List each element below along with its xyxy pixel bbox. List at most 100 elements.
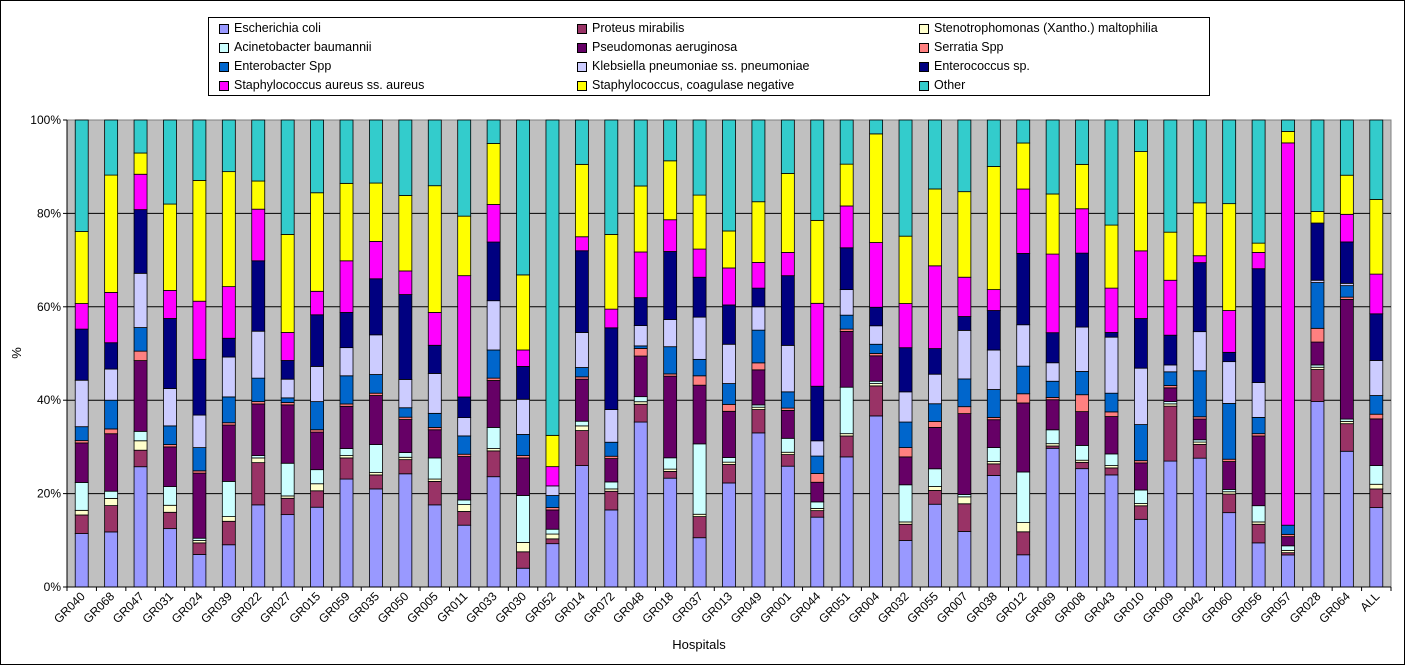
bar-segment — [1163, 371, 1178, 386]
bar-segment — [398, 459, 413, 475]
bar-segment — [1104, 474, 1119, 588]
bar-segment — [1016, 522, 1031, 533]
bar-segment — [986, 475, 1001, 588]
bar-segment — [663, 319, 678, 348]
bar-segment — [516, 398, 530, 435]
bar-segment — [163, 511, 177, 530]
bar-segment — [898, 447, 913, 458]
bar-segment — [1016, 402, 1031, 473]
bar-segment — [251, 377, 266, 403]
bar-segment — [310, 490, 324, 508]
bar-segment — [574, 430, 589, 466]
bar-segment — [163, 203, 177, 291]
x-tick-label: GR004 — [845, 589, 882, 626]
bar-segment — [898, 303, 913, 349]
bar-segment — [1222, 119, 1237, 205]
bar-segment — [74, 303, 89, 330]
bar-segment — [163, 504, 177, 513]
bar-segment — [869, 242, 884, 308]
bar-segment — [780, 119, 795, 174]
bar-segment — [545, 485, 560, 496]
bar-segment — [545, 509, 560, 530]
x-tick-label: GR055 — [904, 589, 941, 626]
bar-segment — [810, 302, 825, 387]
bar-segment — [1339, 450, 1354, 588]
bar-segment — [1281, 545, 1295, 551]
bar-segment — [1016, 531, 1031, 556]
bar-segment — [1192, 443, 1207, 459]
bar-segment — [633, 185, 648, 253]
bar-segment — [1016, 393, 1031, 404]
bar-segment — [928, 486, 942, 491]
bar-segment — [516, 349, 530, 367]
y-tick-label: 60% — [37, 300, 61, 314]
bar-segment — [1281, 536, 1295, 547]
bar-segment — [957, 503, 972, 532]
legend-label: Pseudomonas aeruginosa — [592, 40, 738, 54]
bar-segment — [1104, 336, 1119, 394]
bar-segment — [986, 289, 1001, 311]
bar-segment — [692, 119, 707, 196]
bar-segment — [1222, 310, 1237, 353]
x-tick-label: GR018 — [639, 589, 676, 626]
bar-segment — [545, 119, 560, 436]
bar-segment — [928, 188, 942, 267]
bar-segment — [369, 119, 383, 184]
bar-segment — [957, 406, 972, 415]
bar-segment — [74, 482, 89, 511]
x-tick-label: GR038 — [963, 589, 1000, 626]
bar-segment — [221, 520, 236, 546]
bar-segment — [1251, 435, 1266, 507]
bar-segment — [427, 429, 442, 459]
bar-segment — [928, 503, 942, 588]
bar-segment — [133, 350, 148, 361]
bar-segment — [369, 278, 383, 336]
bar-segment — [133, 360, 148, 432]
bar-segment — [1075, 252, 1089, 328]
bar-segment — [1163, 279, 1178, 336]
bar-segment — [898, 391, 913, 423]
x-tick-label: GR042 — [1169, 589, 1206, 626]
bar-segment — [869, 415, 884, 588]
bar-segment — [633, 348, 648, 357]
bar-segment — [1369, 507, 1384, 588]
bar-segment — [280, 462, 295, 497]
bar-segment — [1339, 213, 1354, 243]
bar-segment — [1251, 542, 1266, 588]
bar-segment — [221, 480, 236, 517]
bar-segment — [251, 208, 266, 262]
bar-segment — [398, 195, 413, 272]
bar-segment — [751, 409, 766, 434]
bar-segment — [751, 287, 766, 308]
bar-segment — [545, 533, 560, 540]
x-tick-label: GR056 — [1228, 589, 1265, 626]
bar-segment — [1075, 394, 1089, 413]
bar-segment — [839, 331, 854, 388]
bar-segment — [1045, 429, 1060, 445]
bar-segment — [1281, 131, 1295, 144]
bar-segment — [1163, 334, 1178, 366]
bar-segment — [74, 509, 89, 516]
bar-segment — [1281, 554, 1295, 588]
x-tick-label: GR047 — [110, 589, 147, 626]
bar-segment — [692, 358, 707, 377]
bar-segment — [1075, 371, 1089, 396]
bar-segment — [310, 506, 324, 588]
bar-segment — [722, 482, 736, 588]
x-tick-label: GR037 — [669, 589, 706, 626]
bar-segment — [192, 414, 207, 448]
bar-segment — [574, 378, 589, 422]
bar-segment — [810, 516, 825, 588]
bar-segment — [486, 380, 501, 428]
x-tick-label: GR015 — [286, 589, 323, 626]
bar-segment — [1104, 119, 1119, 226]
bar-segment — [221, 119, 236, 173]
bar-segment — [1163, 364, 1178, 373]
bar-segment — [251, 180, 266, 210]
bar-segment — [486, 450, 501, 478]
bar-segment — [869, 119, 884, 135]
legend-label: Acinetobacter baumannii — [234, 40, 372, 54]
bar-segment — [280, 119, 295, 235]
bar-segment — [604, 119, 619, 235]
y-axis: 0% 20% 40% 60% 80% 100% — [30, 113, 68, 594]
